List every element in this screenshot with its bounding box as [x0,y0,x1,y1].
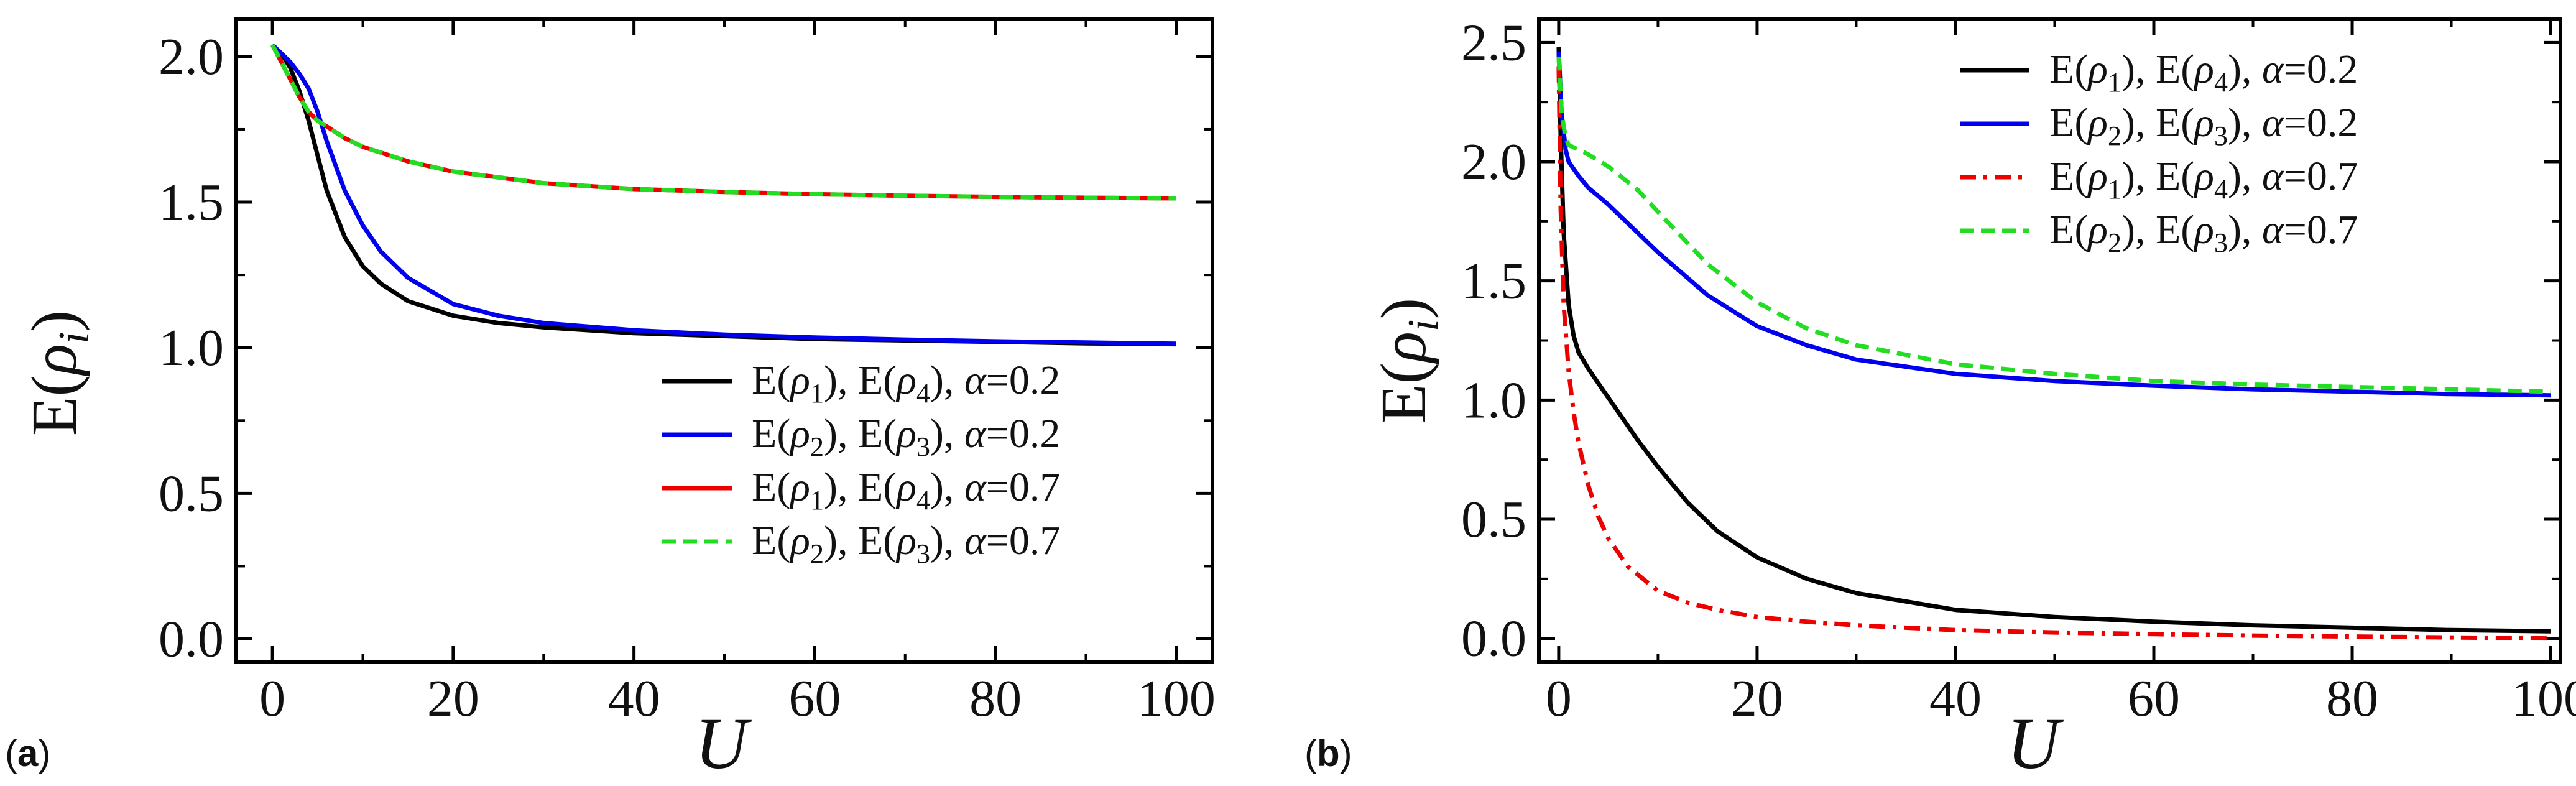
panel-label-a: (a) [5,733,50,774]
series-line-4 [270,44,1176,201]
y-tick-label: 0.5 [159,465,224,522]
y-axis-title: E(ρi) [19,310,98,436]
series-line-1 [1556,47,2551,634]
x-tick-label: 100 [1137,670,1216,728]
x-tick-label: 40 [608,670,660,728]
legend-entry-1: E(ρ1), E(ρ4), α=0.2 [752,358,1060,409]
series-line-2 [1556,52,2551,398]
x-tick-label: 60 [2128,670,2180,728]
y-tick-label: 2.0 [1461,133,1526,191]
panel-a: 0 20 40 60 80 100 0.0 0.5 1.0 1.5 2.0 E(ρ1), E(ρ4)… [5,17,1216,784]
y-tick-label: 1.5 [1461,252,1526,310]
x-tick-label: 60 [788,670,841,728]
series-line-3 [1556,66,2551,641]
x-axis-title: U [695,703,752,784]
x-tick-label: 80 [969,670,1022,728]
series-line-3 [270,44,1176,201]
y-tick-label: 1.0 [159,319,224,377]
y-tick-label: 2.5 [1461,14,1526,72]
y-tick-label: 0.0 [1461,610,1526,668]
y-tick-label: 1.5 [159,173,224,231]
x-tick-label: 40 [1929,670,1982,728]
panel-b: 0 20 40 60 80 100 0.0 0.5 1.0 1.5 2.0 2.5 E(ρ1), E(… [1304,14,2576,784]
series-line-1 [270,43,1176,347]
x-tick-label: 20 [427,670,479,728]
y-tick-label: 2.0 [159,28,224,86]
x-tick-label: 0 [1546,670,1572,728]
series-line-2 [270,43,1176,346]
legend-entry-4: E(ρ2), E(ρ3), α=0.7 [752,518,1060,569]
x-tick-label: 100 [2511,670,2576,728]
x-axis-title: U [2006,703,2064,784]
x-tick-label: 0 [259,670,285,728]
legend-entry-3: E(ρ1), E(ρ4), α=0.7 [752,465,1060,516]
series-line-4 [1556,57,2551,394]
x-tick-label: 20 [1731,670,1783,728]
y-tick-label: 0.0 [159,611,224,668]
legend-entry-2: E(ρ2), E(ρ3), α=0.2 [752,411,1060,462]
y-axis-title: E(ρi) [1368,298,1447,423]
panel-label-b: (b) [1304,733,1352,774]
legend-entry-4: E(ρ2), E(ρ3), α=0.7 [2049,207,2358,258]
legend-entry-3: E(ρ1), E(ρ4), α=0.7 [2049,154,2358,205]
x-tick-label: 80 [2326,670,2378,728]
legend-entry-2: E(ρ2), E(ρ3), α=0.2 [2049,100,2358,151]
y-tick-label: 0.5 [1461,491,1526,548]
y-tick-label: 1.0 [1461,371,1526,429]
legend-entry-1: E(ρ1), E(ρ4), α=0.2 [2049,47,2358,98]
